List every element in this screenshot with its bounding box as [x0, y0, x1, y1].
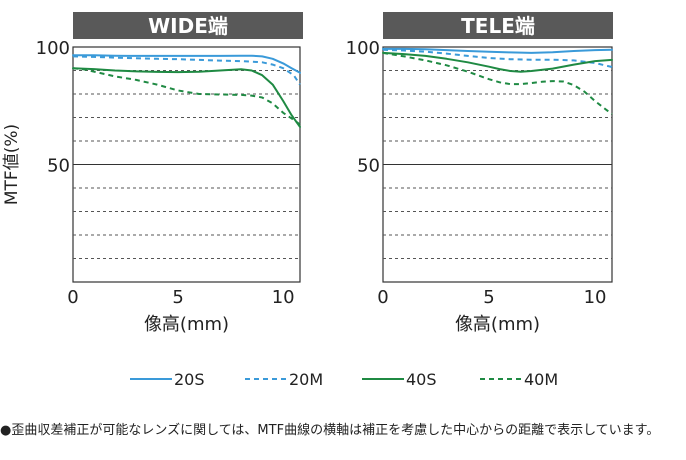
chart-title-bar	[383, 12, 613, 39]
chart-title: WIDE端	[148, 14, 228, 38]
legend-label-20S: 20S	[174, 370, 205, 389]
y-tick-label: 100	[36, 38, 70, 59]
chart-title-bar	[73, 12, 303, 39]
x-tick-label: 0	[67, 287, 78, 308]
series-line-40M	[382, 51, 613, 115]
legend: 20S 20M 40S 40M	[130, 370, 558, 389]
x-axis-label: 像高(mm)	[455, 314, 540, 335]
x-tick-label: 0	[377, 287, 388, 308]
footnote: ●歪曲収差補正が可能なレンズに関しては、MTF曲線の横軸は補正を考慮した中心から…	[0, 422, 686, 439]
legend-label-20M: 20M	[289, 370, 323, 389]
x-tick-label: 10	[584, 287, 607, 308]
series-line-20S	[382, 47, 613, 54]
mtf-chart-figure: WIDE端 100 50 0 5 10 像高(mm) MTF値(%) TELE端 100 50 0 5 1…	[2, 12, 613, 389]
x-tick-label: 5	[483, 287, 494, 308]
y-axis-label: MTF値(%)	[2, 124, 22, 205]
chart-panel-0: WIDE端 100 50 0 5 10 像高(mm) MTF値(%)	[2, 12, 303, 335]
x-tick-label: 5	[172, 287, 183, 308]
series-line-40S	[382, 51, 613, 73]
chart-title: TELE端	[461, 14, 535, 38]
chart-panel-1: TELE端 100 50 0 5 10 像高(mm)	[346, 12, 613, 335]
legend-label-40S: 40S	[406, 370, 437, 389]
footnote-bullet: ●	[0, 423, 12, 438]
footnote-text: 歪曲収差補正が可能なレンズに関しては、MTF曲線の横軸は補正を考慮した中心からの…	[11, 423, 660, 438]
x-axis-label: 像高(mm)	[144, 314, 229, 335]
legend-label-40M: 40M	[524, 370, 558, 389]
x-tick-label: 10	[272, 287, 295, 308]
series-line-20S	[72, 54, 301, 74]
y-tick-label: 50	[47, 156, 70, 177]
y-tick-label: 100	[346, 38, 380, 59]
series-line-40M	[72, 67, 301, 126]
y-tick-label: 50	[357, 156, 380, 177]
series-line-20M	[382, 48, 613, 68]
series-line-20M	[72, 55, 301, 86]
series-line-40S	[72, 67, 301, 128]
